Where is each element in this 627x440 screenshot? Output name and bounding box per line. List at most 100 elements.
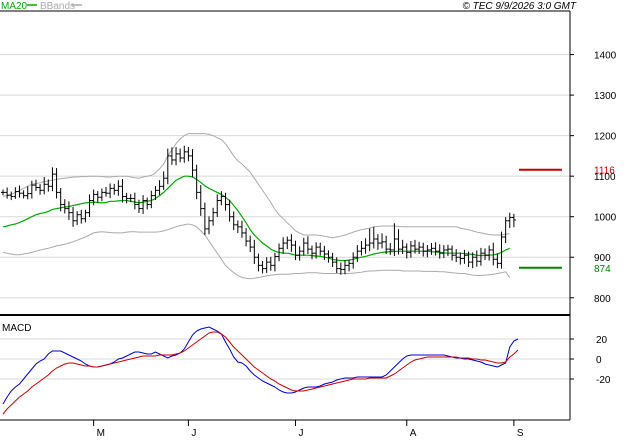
ohlc-bar (322, 245, 327, 261)
ohlc-bar (404, 243, 409, 259)
ohlc-bar (75, 211, 80, 226)
ohlc-bar (198, 185, 203, 216)
ohlc-bar (91, 189, 96, 206)
ohlc-bar (54, 168, 59, 199)
price-tick-label: 900 (594, 253, 611, 264)
ohlc-bar (454, 249, 459, 263)
x-tick-label: J (191, 428, 196, 439)
ohlc-bar (256, 253, 261, 272)
ohlc-bar (347, 259, 352, 272)
ohlc-bar (359, 241, 364, 256)
ohlc-bar (25, 186, 30, 200)
ohlc-bar (305, 236, 310, 255)
ohlc-bar (264, 257, 269, 273)
ohlc-bar (252, 239, 257, 265)
ohlc-bar (157, 180, 162, 196)
ohlc-bar (227, 199, 232, 222)
ohlc-bar (499, 231, 504, 269)
ohlc-bar (392, 223, 397, 257)
ohlc-bar (149, 190, 154, 209)
ohlc-bar (367, 228, 372, 252)
ohlc-bar (108, 183, 113, 199)
price-tick-label: 1000 (594, 213, 617, 224)
ohlc-bar (161, 171, 166, 190)
ohlc-bar (124, 192, 129, 204)
bollinger-bands (2, 133, 511, 280)
ohlc-bar (79, 209, 84, 224)
ohlc-bar (363, 238, 368, 254)
ohlc-bar (375, 234, 380, 250)
legend-bbands: BBands (40, 1, 75, 12)
ohlc-bar (21, 190, 26, 199)
ohlc-bar (182, 145, 187, 163)
ohlc-bar (380, 233, 385, 249)
price-tick-label: 800 (594, 294, 611, 305)
ohlc-bar (396, 229, 401, 255)
ohlc-bar (483, 248, 488, 261)
ohlc-bar (112, 183, 117, 195)
ohlc-bar (272, 252, 277, 272)
x-tick-label: A (410, 428, 417, 439)
ohlc-bar (474, 250, 479, 267)
ohlc-bar (219, 191, 224, 206)
ohlc-bar (462, 249, 467, 264)
ohlc-bar (231, 211, 236, 231)
ohlc-bar (58, 188, 63, 212)
price-tick-label: 1300 (594, 91, 617, 102)
price-tick-label: 1400 (594, 51, 617, 62)
ohlc-bar (429, 242, 434, 255)
x-tick-label: M (97, 428, 105, 439)
ohlc-bar (83, 209, 88, 223)
ohlc-bar (186, 146, 191, 162)
ohlc-bar (1, 189, 5, 196)
ohlc-bar (207, 216, 211, 235)
x-tick-label: S (517, 428, 524, 439)
ohlc-bar (235, 220, 240, 233)
ohlc-bar (145, 197, 150, 210)
ohlc-bar (71, 206, 76, 227)
ohlc-bar (13, 187, 18, 199)
ohlc-bar (202, 202, 207, 235)
ohlc-bar (244, 228, 249, 247)
ohlc-bar (223, 192, 228, 211)
macd-title: MACD (2, 323, 31, 334)
ohlc-bar (417, 241, 422, 255)
ohlc-bar (413, 239, 417, 254)
ohlc-bar (318, 242, 323, 256)
ohlc-bar (491, 242, 496, 266)
ohlc-bar (104, 187, 108, 197)
x-tick-label: J (299, 428, 304, 439)
ohlc-bar (421, 242, 426, 257)
ohlc-bar (169, 147, 174, 165)
macd-axis-ticks: 20 0 -20 (570, 335, 611, 386)
ohlc-bar (384, 235, 389, 255)
price-tick-label: 1200 (594, 132, 617, 143)
bb-upper-line (2, 133, 510, 239)
ohlc-bar (351, 252, 356, 269)
ohlc-bar (46, 179, 51, 192)
ohlc-bar (9, 191, 14, 201)
ohlc-bar (165, 148, 170, 185)
ohlc-bar (211, 207, 216, 226)
ohlc-bar (450, 245, 455, 261)
ohlc-bar (99, 188, 104, 202)
macd-tick-label: 20 (596, 335, 608, 346)
ohlc-bar (268, 256, 273, 271)
ohlc-bar (62, 199, 67, 214)
ohlc-bar (33, 179, 38, 191)
signal-line (2, 331, 519, 415)
ohlc-bars (1, 145, 516, 275)
ohlc-bar (425, 245, 430, 258)
ohlc-bar (495, 253, 500, 269)
ohlc-bar (260, 260, 265, 274)
ohlc-bar (293, 240, 298, 261)
ohlc-bar (314, 242, 319, 259)
ohlc-bar (437, 244, 442, 259)
ohlc-bar (128, 194, 133, 203)
ohlc-bar (433, 242, 438, 256)
ohlc-bar (470, 252, 475, 269)
price-tick-label: 1100 (594, 172, 616, 183)
ohlc-bar (239, 220, 244, 238)
